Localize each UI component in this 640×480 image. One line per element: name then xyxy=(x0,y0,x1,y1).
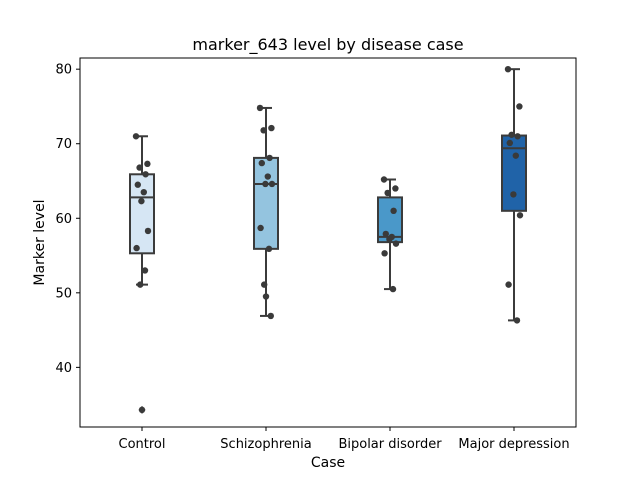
data-point xyxy=(141,267,149,274)
data-point xyxy=(262,293,270,300)
boxes-layer xyxy=(129,68,527,414)
data-point xyxy=(390,207,397,215)
data-point xyxy=(262,180,269,188)
y-tick-label: 40 xyxy=(55,361,72,376)
data-point xyxy=(144,160,151,168)
data-point xyxy=(265,245,273,253)
data-point xyxy=(506,139,513,147)
data-point xyxy=(261,281,268,288)
points-layer xyxy=(132,65,524,414)
data-point xyxy=(381,250,388,257)
data-point xyxy=(386,235,393,243)
data-point xyxy=(258,159,265,167)
data-point xyxy=(144,227,152,235)
data-point xyxy=(257,224,264,232)
data-point xyxy=(134,181,141,188)
axes-layer: 40 50 60 70 80 Control Schizophrenia Bipolar di… xyxy=(55,57,577,452)
data-point xyxy=(132,133,140,140)
y-tick-label: 60 xyxy=(55,212,72,227)
data-point xyxy=(142,171,149,178)
box-control xyxy=(129,135,155,414)
box-schizophrenia xyxy=(253,106,279,317)
data-point xyxy=(266,154,273,162)
data-point xyxy=(268,124,275,132)
x-tick-label: Bipolar disorder xyxy=(338,437,442,452)
data-point xyxy=(137,281,144,288)
data-point xyxy=(267,312,274,320)
data-point xyxy=(138,406,146,414)
x-axis-label: Case xyxy=(311,455,345,471)
data-point xyxy=(516,212,524,219)
box-body xyxy=(501,134,527,212)
data-point xyxy=(384,189,391,197)
data-point xyxy=(389,285,397,293)
axes-frame xyxy=(79,57,577,428)
data-point xyxy=(505,281,512,288)
data-point xyxy=(136,164,143,171)
data-point xyxy=(513,317,521,324)
data-point xyxy=(392,185,399,192)
y-tick-label: 80 xyxy=(55,63,72,78)
y-axis-label: Marker level xyxy=(32,199,48,285)
data-point xyxy=(514,133,521,140)
data-point xyxy=(508,131,515,138)
data-point xyxy=(504,65,512,73)
data-point xyxy=(260,127,267,134)
data-point xyxy=(392,240,400,247)
data-point xyxy=(140,188,147,196)
data-point xyxy=(512,152,519,159)
x-tick-label: Control xyxy=(119,437,166,452)
box-body xyxy=(253,156,279,250)
y-tick-label: 50 xyxy=(55,286,72,301)
data-point xyxy=(138,197,145,205)
x-tick-label: Schizophrenia xyxy=(220,437,311,452)
x-tick-label: Major depression xyxy=(458,437,569,452)
data-point xyxy=(256,104,264,112)
chart-title: marker_643 level by disease case xyxy=(192,35,463,55)
box-body xyxy=(129,173,155,255)
data-point xyxy=(264,173,271,180)
data-point xyxy=(510,191,517,198)
data-point xyxy=(516,103,523,110)
data-point xyxy=(133,244,140,252)
data-point xyxy=(382,230,389,238)
y-tick-label: 70 xyxy=(55,137,72,152)
data-point xyxy=(268,180,276,188)
data-point xyxy=(380,176,388,183)
plot-area xyxy=(80,58,576,427)
